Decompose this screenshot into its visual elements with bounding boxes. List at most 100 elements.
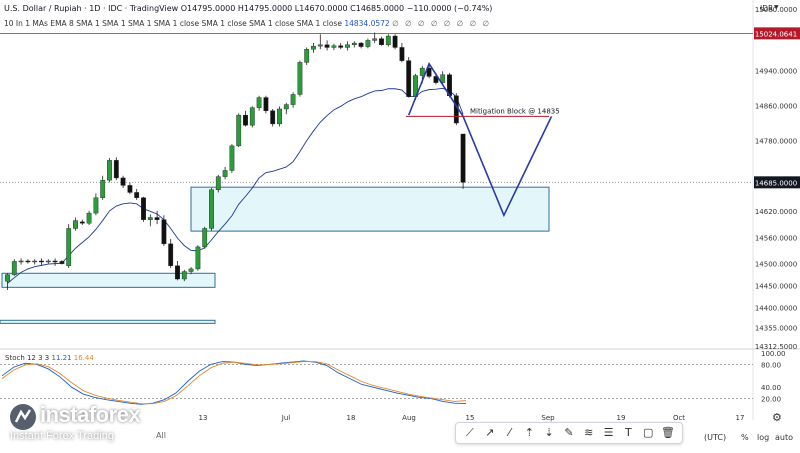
brush-icon[interactable]: ✎ [564, 426, 574, 439]
y-tick-label: 14860.0000 [755, 102, 797, 110]
arrow-line-icon[interactable]: ↗ [485, 426, 495, 439]
x-tick-label: 15 [466, 414, 475, 422]
drawing-toolbar: ⟋ ↗ ⁄ ⇡ ⇣ ✎ ≋ ☰ T ▢ 🗑 [455, 422, 683, 444]
indicator-header[interactable]: 10 In 1 MAs EMA 8 SMA 1 SMA 1 SMA 1 SMA … [4, 19, 491, 28]
trend-line-icon[interactable]: ⟋ [466, 426, 474, 439]
candle [426, 67, 432, 77]
stoch-header[interactable]: Stoch 12 3 3 11.21 16.44 [5, 354, 94, 362]
rectangle-icon[interactable]: ▢ [643, 426, 654, 439]
short-position-icon[interactable]: ⇣ [544, 426, 554, 439]
candle [66, 228, 72, 267]
indicator-dots: ∅ ∅ ∅ ∅ ∅ ∅ ∅ ∅ [392, 19, 492, 28]
candle [440, 74, 446, 83]
stoch-y-tick-label: 80.00 [761, 361, 781, 369]
zone-lower-demand [1, 272, 216, 288]
x-tick-label: 18 [347, 414, 356, 422]
candle [5, 274, 10, 282]
y-tick-label: 14355.0000 [755, 324, 797, 332]
candle [406, 60, 412, 97]
stoch-name: Stoch 12 3 3 [5, 354, 50, 362]
candle [39, 260, 44, 263]
timezone-label[interactable]: (UTC) [704, 433, 727, 442]
candle [168, 243, 174, 267]
candle [297, 62, 303, 95]
candle [236, 114, 242, 147]
candle [304, 49, 310, 63]
logo-mark-icon [10, 404, 36, 430]
candle [358, 42, 364, 47]
x-tick-label: 17 [736, 414, 745, 422]
candle [79, 221, 85, 224]
delete-icon[interactable]: 🗑 [661, 426, 676, 439]
candle [161, 219, 167, 245]
y-tick-label: 14500.0000 [755, 261, 797, 269]
currency-selector[interactable]: IDR [760, 4, 774, 13]
indicator-label: 10 In 1 MAs EMA 8 SMA 1 SMA 1 SMA 1 SMA … [4, 19, 342, 28]
candle [372, 38, 378, 41]
candle [215, 176, 221, 191]
percent-toggle[interactable]: % [741, 433, 749, 442]
ma-line [7, 87, 464, 284]
candle [188, 268, 194, 272]
log-toggle[interactable]: log [757, 433, 770, 442]
ohlc-readout: O14795.0000 H14795.0000 L14670.0000 C146… [180, 4, 493, 13]
candle [379, 38, 384, 46]
candle [392, 35, 398, 48]
ray-icon[interactable]: ⁄ [508, 426, 511, 439]
candle [338, 45, 344, 48]
auto-toggle[interactable]: auto [775, 433, 794, 442]
range-tab-all[interactable]: All [156, 431, 166, 440]
zone-target-zone [190, 186, 550, 232]
candle [86, 212, 92, 224]
x-tick-label: Sep [541, 414, 555, 422]
x-tick-label: Aug [402, 414, 416, 422]
candle [399, 47, 405, 61]
candle [331, 45, 337, 48]
candle [59, 261, 65, 264]
candle [365, 40, 371, 47]
logo-tagline: Instant Forex Trading [10, 430, 114, 442]
candle [100, 179, 106, 198]
candle [181, 271, 187, 280]
candle [52, 260, 58, 263]
candle [277, 108, 282, 125]
y-tick-label: 14450.0000 [755, 283, 797, 291]
candle [433, 76, 439, 83]
x-tick-label: 13 [199, 414, 208, 422]
candle [141, 197, 146, 220]
candle [311, 45, 316, 50]
gear-icon[interactable]: ⚙ [772, 411, 782, 424]
candle [113, 160, 119, 179]
mitigation-label: Mitigation Block @ 14835 [470, 107, 560, 115]
stoch-series-line [1, 361, 467, 405]
text-icon[interactable]: T [625, 426, 632, 439]
stoch-y-tick-label: 40.00 [761, 384, 781, 392]
stoch-y-tick-label: 100.00 [761, 350, 786, 358]
candle [345, 44, 350, 48]
candle [107, 160, 112, 181]
measure-icon[interactable]: ☰ [603, 426, 614, 439]
candle [175, 265, 180, 280]
y-tick-label: 14312.5000 [755, 343, 797, 351]
y-tick-label: 15024.0641 [755, 30, 797, 38]
y-tick-label: 14940.0000 [755, 67, 797, 75]
candle [25, 260, 31, 263]
y-tick-label: 14560.0000 [755, 234, 797, 242]
candle [385, 35, 391, 46]
x-tick-label: 19 [617, 414, 626, 422]
x-tick-label: Oct [673, 414, 685, 422]
stoch-y-tick-label: 20.00 [761, 396, 781, 404]
ma-value: 14834.0572 [344, 19, 390, 28]
long-position-icon[interactable]: ⇡ [524, 426, 534, 439]
stoch-k-value: 11.21 [51, 354, 72, 362]
chevron-down-icon[interactable]: ▼ [774, 4, 779, 11]
candle [32, 260, 38, 263]
candle [270, 110, 276, 125]
candle [351, 42, 357, 46]
y-tick-label: 15080.0000 [755, 6, 797, 14]
fib-icon[interactable]: ≋ [584, 426, 594, 439]
y-tick-label: 14400.0000 [755, 305, 797, 313]
candle [222, 170, 228, 177]
candle [120, 177, 126, 186]
